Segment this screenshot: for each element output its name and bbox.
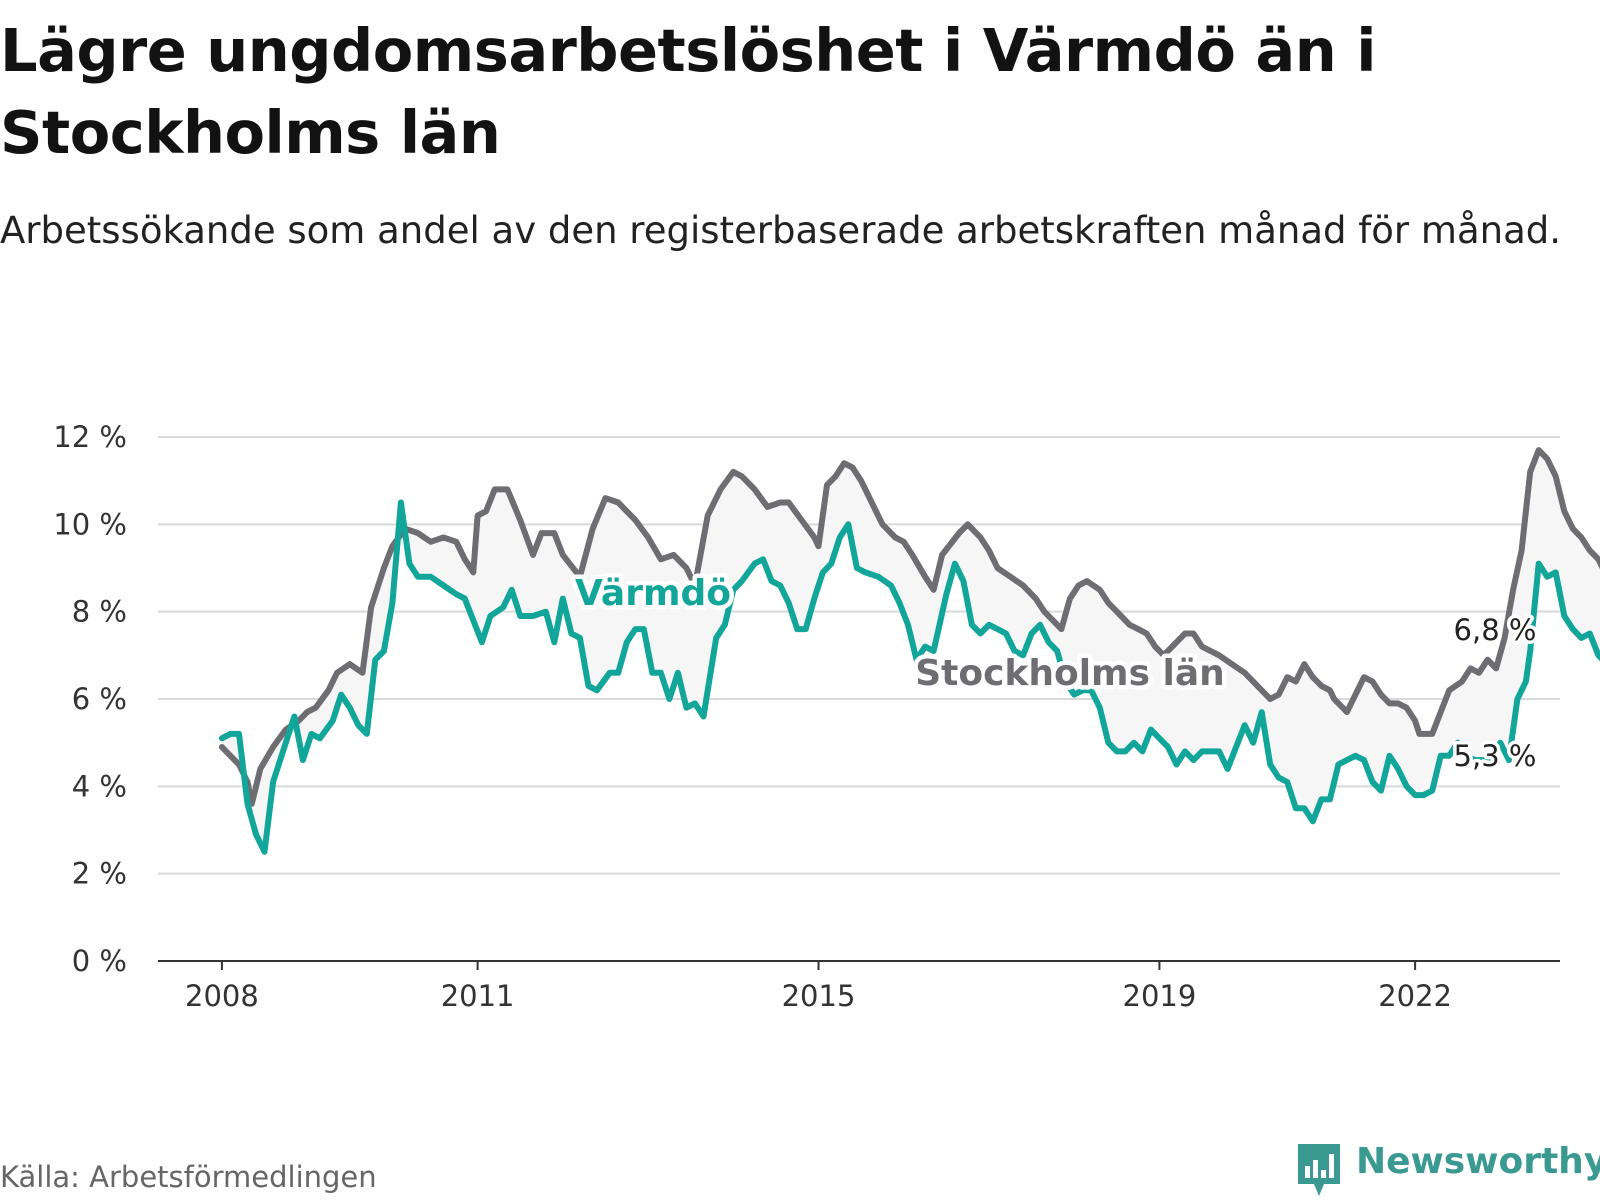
series-label-stockholm: Stockholms län xyxy=(915,653,1225,694)
x-tick-label: 2011 xyxy=(441,979,515,1013)
x-tick-label: 2022 xyxy=(1378,979,1452,1013)
difference-band xyxy=(221,450,1600,852)
x-tick-label: 2019 xyxy=(1123,979,1197,1013)
x-axis: 2008 2011 2015 2019 2022 xyxy=(158,960,1560,1013)
end-value-label-varmdo: 5,3 % xyxy=(1454,739,1537,773)
y-tick-label: 4 % xyxy=(72,769,127,803)
chart-subtitle: Arbetssökande som andel av den registerb… xyxy=(0,209,1561,252)
y-tick-label: 8 % xyxy=(72,595,127,629)
source-note: Källa: Arbetsförmedlingen xyxy=(0,1160,377,1194)
newsworthy-logo-icon xyxy=(1298,1144,1340,1196)
series-line-varmdo xyxy=(218,499,1600,855)
y-tick-label: 6 % xyxy=(72,682,127,716)
gridlines: 0 % 2 % 4 % 6 % 8 % 10 % 12 % xyxy=(53,420,1560,978)
chart-title: Lägre ungdomsarbetslöshet i Värmdö än i … xyxy=(0,16,1377,167)
y-tick-label: 10 % xyxy=(53,507,127,541)
y-tick-label: 12 % xyxy=(53,420,127,454)
brand: Newsworthy xyxy=(1294,1140,1600,1200)
series-line-stockholm xyxy=(218,447,1600,807)
line-chart: 0 % 2 % 4 % 6 % 8 % 10 % 12 % 2008 2011 2015 2019… xyxy=(53,420,1600,1013)
series-lines xyxy=(218,447,1600,855)
y-tick-label: 2 % xyxy=(72,857,127,891)
x-tick-label: 2008 xyxy=(185,979,259,1013)
band-area xyxy=(221,450,1600,852)
x-tick-label: 2015 xyxy=(782,979,856,1013)
series-labels: Värmdö Stockholms län 6,8 % 5,3 % xyxy=(571,569,1540,777)
end-value-label-stockholm: 6,8 % xyxy=(1454,613,1537,647)
series-label-varmdo: Värmdö xyxy=(575,573,731,614)
brand-name: Newsworthy xyxy=(1356,1141,1600,1182)
y-tick-label: 0 % xyxy=(72,944,127,978)
